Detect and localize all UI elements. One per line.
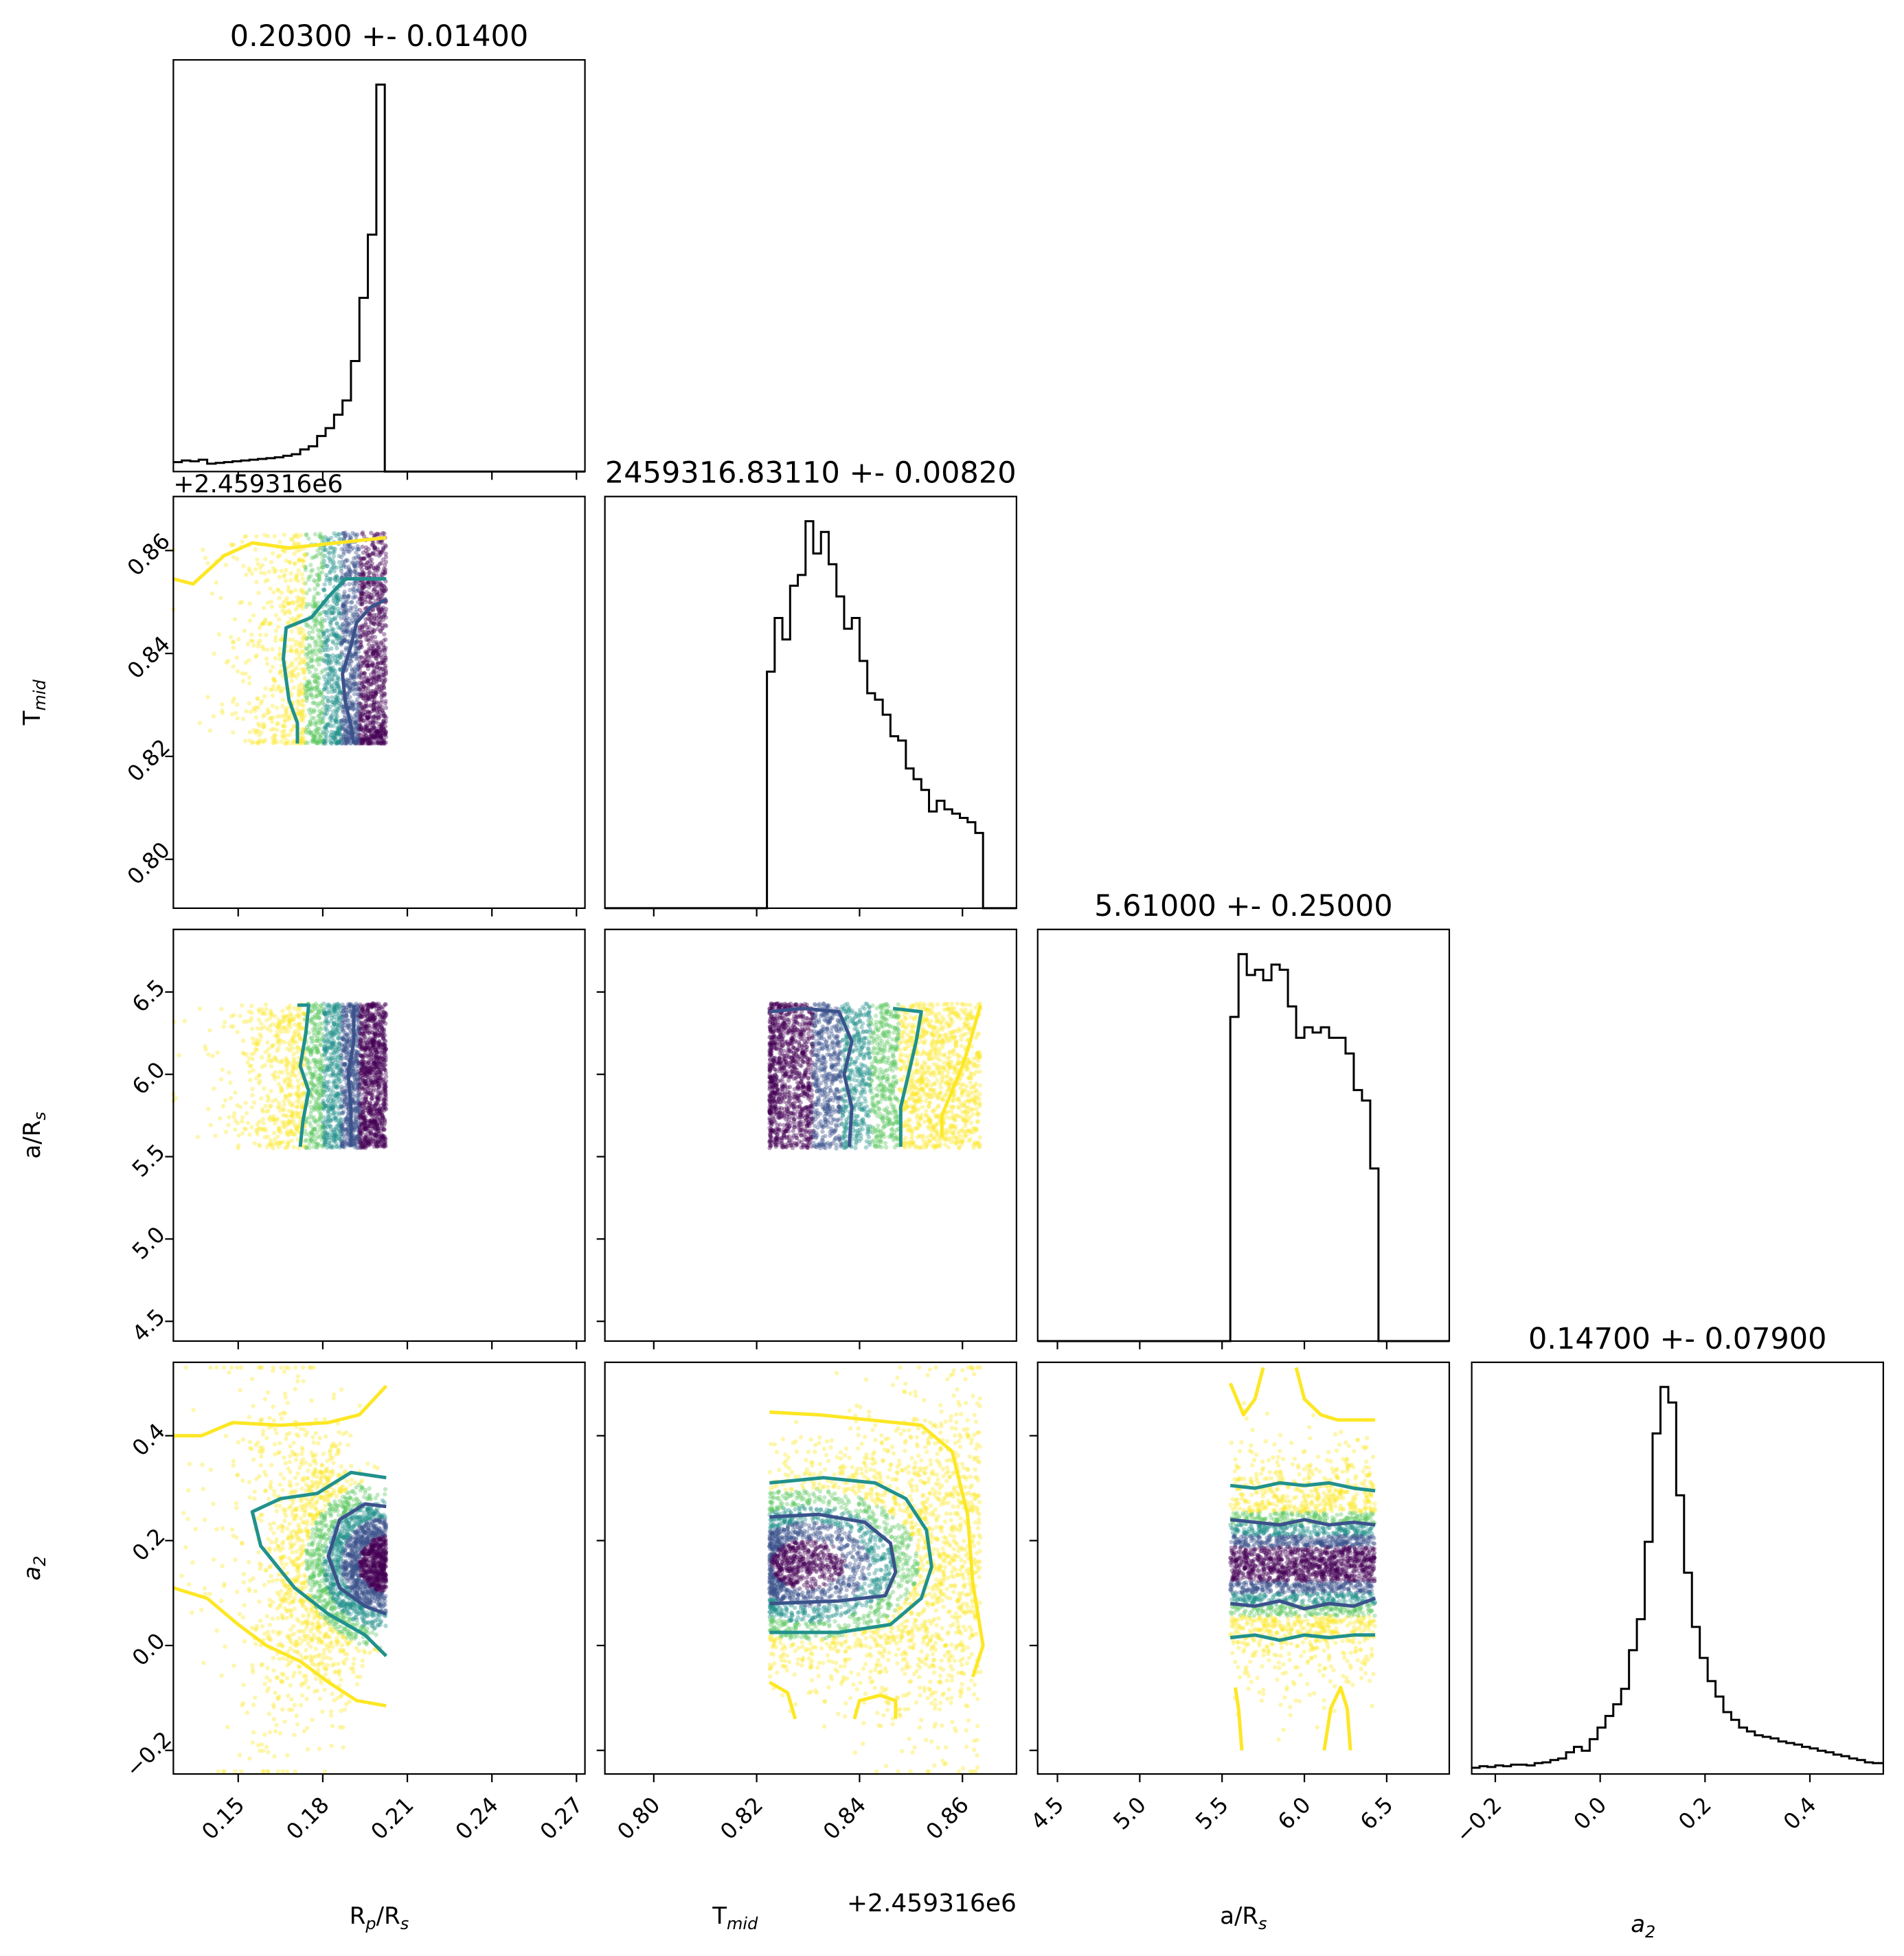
ytick-label-a2-1: 0.0 <box>127 1628 170 1671</box>
ytick-label-ars-4: 6.5 <box>127 974 170 1018</box>
contour-a2-rp-mid <box>250 1470 388 1658</box>
xtick-label-ars-0: 4.5 <box>1025 1792 1069 1835</box>
xtick-label-rp-0: 0.15 <box>196 1792 249 1845</box>
panel-frame-r2-c2 <box>1036 928 1451 1342</box>
xtick-label-a2-2: 0.2 <box>1673 1792 1716 1835</box>
contour-ars-rp-mid <box>297 1003 310 1147</box>
scatter-a2-vs-tmid <box>767 1365 983 1774</box>
ylabel-a2: a2 <box>19 1555 49 1580</box>
scatter-ars-vs-rp <box>171 1001 389 1151</box>
panel-frame-r1-c0 <box>172 495 586 910</box>
contour-a2-ars-inner-top <box>1229 1518 1376 1527</box>
panel-title-a2: 0.14700 +- 0.07900 <box>1528 1322 1827 1356</box>
ytick-label-tmid-3: 0.86 <box>122 528 175 581</box>
xtick-label-tmid-1: 0.82 <box>715 1792 768 1845</box>
panel-frame-r2-c0 <box>172 928 586 1342</box>
histogram-layer <box>173 83 1883 1769</box>
histogram-rp <box>173 83 585 473</box>
panel-title-tmid: 2459316.83110 +- 0.00820 <box>605 456 1017 491</box>
scatter-ars-vs-tmid <box>767 1001 983 1151</box>
histogram-a2 <box>1471 1386 1883 1769</box>
xtick-label-tmid-2: 0.84 <box>818 1792 871 1845</box>
contour-a2-tmid-outer <box>769 1410 985 1678</box>
contour-a2-ars-outer-bot1 <box>1233 1687 1244 1751</box>
histogram-ars <box>1037 953 1449 1342</box>
contour-a2-rp-outer-top <box>173 1384 388 1438</box>
xtick-label-a2-0: −0.2 <box>1451 1792 1507 1848</box>
xtick-label-ars-4: 6.5 <box>1355 1792 1398 1835</box>
xlabel-a2: a2 <box>1631 1911 1655 1942</box>
ytick-label-ars-1: 5.0 <box>127 1222 170 1265</box>
contour-ars-tmid-outer <box>940 1004 982 1137</box>
scatter-a2-vs-rp <box>179 1365 389 1774</box>
xtick-label-ars-3: 6.0 <box>1273 1792 1316 1835</box>
panel-frame-r3-c1 <box>604 1361 1017 1775</box>
panel-title-ars: 5.61000 +- 0.25000 <box>1094 889 1393 923</box>
xtick-label-tmid-0: 0.80 <box>612 1792 665 1845</box>
xtick-label-rp-3: 0.24 <box>451 1792 503 1845</box>
xtick-label-a2-1: 0.0 <box>1568 1792 1611 1835</box>
contour-a2-tmid-mid <box>769 1476 933 1634</box>
panel-frame-r1-c1 <box>604 495 1017 910</box>
ytick-label-ars-3: 6.0 <box>127 1057 170 1100</box>
xtick-label-tmid-3: 0.86 <box>921 1792 974 1845</box>
contour-a2-ars-inner-bot <box>1229 1597 1376 1611</box>
ytick-label-ars-0: 4.5 <box>127 1303 170 1347</box>
ytick-label-tmid-0: 0.80 <box>122 837 175 890</box>
contour-lines-layer <box>172 536 1376 1751</box>
panel-frame-r2-c1 <box>604 928 1017 1342</box>
panel-title-rp: 0.20300 +- 0.01400 <box>230 19 529 54</box>
panel-frame-r3-c3 <box>1471 1361 1884 1775</box>
contour-a2-rp-inner <box>326 1502 387 1616</box>
contour-a2-ars-outer-top2 <box>1294 1367 1376 1422</box>
ytick-label-tmid-1: 0.82 <box>122 734 175 787</box>
contour-a2-ars-outer-top <box>1228 1367 1265 1417</box>
xlabel-ars: a/Rs <box>1220 1902 1267 1933</box>
ylabel-ars: a/Rs <box>19 1112 49 1158</box>
ytick-label-a2-3: 0.4 <box>127 1418 170 1461</box>
contour-a2-rp-outer-bot <box>172 1586 387 1708</box>
contour-a2-ars-mid-top <box>1229 1481 1376 1493</box>
contour-tmid-rp-inner <box>341 598 387 744</box>
contour-a2-ars-mid-bot <box>1229 1633 1376 1642</box>
xtick-label-rp-4: 0.27 <box>535 1792 588 1845</box>
contour-ars-rp-inner <box>346 1005 356 1147</box>
contour-a2-ars-outer-bot2 <box>1322 1685 1352 1751</box>
axes-layer <box>165 59 1884 1783</box>
offset-text-tmid-x: +2.459316e6 <box>847 1889 1017 1918</box>
contour-a2-tmid-low2 <box>852 1694 898 1720</box>
contour-tmid-rp-mid <box>282 577 387 744</box>
panel-frame-r3-c2 <box>1036 1361 1451 1775</box>
histogram-tmid <box>604 520 1017 910</box>
contour-tmid-rp-outer <box>172 536 387 586</box>
contour-a2-tmid-low1 <box>769 1680 797 1720</box>
ytick-label-ars-2: 5.5 <box>127 1139 170 1182</box>
scatter-tmid-vs-rp <box>171 530 389 746</box>
ytick-label-a2-0: −0.2 <box>120 1726 177 1782</box>
xlabel-rp: Rp/Rs <box>350 1902 409 1933</box>
xtick-label-rp-2: 0.21 <box>365 1792 418 1845</box>
contour-ars-tmid-mid <box>892 1007 923 1147</box>
xtick-label-rp-1: 0.18 <box>281 1792 334 1845</box>
scatter-points-layer <box>171 530 1378 1774</box>
ylabel-tmid: Tmid <box>19 679 49 726</box>
contour-a2-tmid-inner <box>769 1512 898 1606</box>
xtick-label-ars-2: 5.5 <box>1190 1792 1234 1835</box>
xlabel-tmid: Tmid <box>712 1902 758 1933</box>
offset-text-tmid-y: +2.459316e6 <box>173 471 343 499</box>
ytick-label-tmid-2: 0.84 <box>122 631 175 684</box>
xtick-label-ars-1: 5.0 <box>1108 1792 1151 1835</box>
panel-frame-r3-c0 <box>172 1361 586 1775</box>
panel-frame-r0-c0 <box>172 59 586 473</box>
xtick-label-a2-3: 0.4 <box>1778 1792 1822 1835</box>
scatter-a2-vs-ars <box>1228 1401 1378 1742</box>
ytick-label-a2-2: 0.2 <box>127 1523 170 1566</box>
contour-ars-tmid-inner <box>769 1007 854 1147</box>
